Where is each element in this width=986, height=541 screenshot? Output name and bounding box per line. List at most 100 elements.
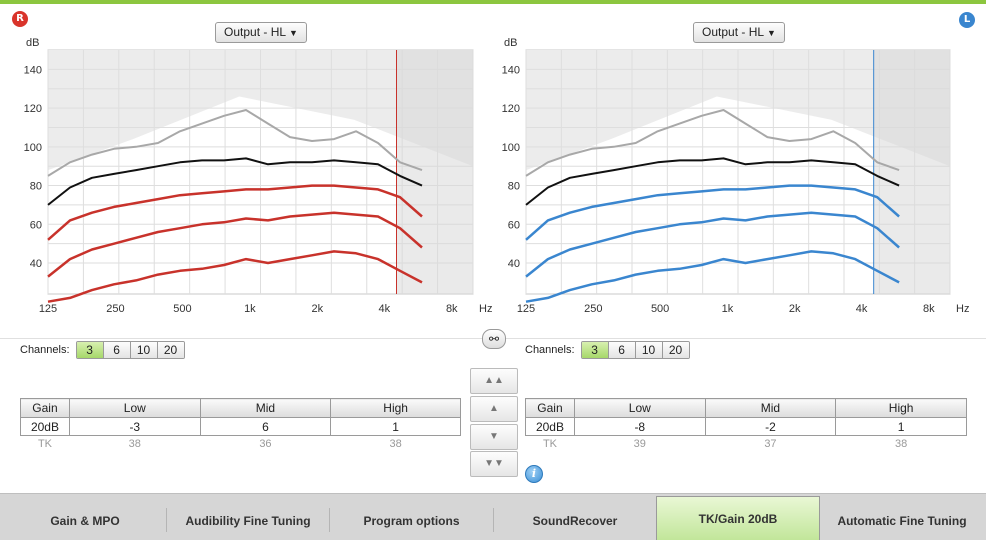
channel-option-20[interactable]: 20 — [156, 342, 184, 358]
y-tick-label: 80 — [30, 181, 42, 193]
mpo-curve — [47, 109, 423, 177]
chevron-down-icon: ▼ — [289, 28, 298, 38]
y-unit-label: dB — [26, 37, 39, 49]
tab-audibility-fine-tuning[interactable]: Audibility Fine Tuning — [167, 502, 329, 540]
decrease-button[interactable]: ▼ — [470, 424, 518, 450]
y-tick-label: 120 — [502, 103, 520, 115]
tab-separator — [166, 508, 167, 532]
channel-option-10[interactable]: 10 — [129, 342, 157, 358]
decrease-large-button[interactable]: ▼▼ — [470, 451, 518, 477]
low-gain-cell[interactable]: -8 — [573, 417, 706, 436]
x-tick-label: 500 — [651, 303, 669, 315]
low-tk-cell: 38 — [128, 438, 141, 450]
mid-header: Mid — [704, 398, 837, 418]
chevron-down-icon: ▼ — [767, 28, 776, 38]
y-tick-label: 100 — [502, 142, 520, 154]
low-tk-cell: 39 — [633, 438, 646, 450]
y-tick-label: 80 — [508, 181, 520, 193]
dropdown-label: Output - HL — [224, 25, 287, 39]
high-gain-cell[interactable]: 1 — [835, 417, 967, 436]
x-unit-label: Hz — [956, 303, 969, 315]
channel-segmented-control: 3 6 10 20 — [75, 341, 185, 359]
link-icon: ⚯ — [488, 332, 500, 346]
link-ears-button[interactable]: ⚯ — [482, 329, 506, 349]
mid-output-curve — [47, 184, 423, 241]
tab-automatic-fine-tuning[interactable]: Automatic Fine Tuning — [821, 502, 983, 540]
channel-option-6[interactable]: 6 — [607, 342, 635, 358]
channel-option-3[interactable]: 3 — [581, 342, 608, 358]
top-accent-bar — [0, 0, 986, 4]
bottom-tab-bar: Gain & MPO Audibility Fine Tuning Progra… — [0, 493, 986, 540]
x-tick-label: 4k — [856, 303, 868, 315]
right-gain-table: Gain Low Mid High 20dB -3 6 1 TK 38 36 3… — [20, 398, 461, 452]
left-output-dropdown[interactable]: Output - HL ▼ — [693, 22, 785, 43]
mid-gain-cell[interactable]: -2 — [704, 417, 837, 436]
y-tick-label: 40 — [508, 258, 520, 270]
quiet-output-curve — [525, 250, 900, 303]
tab-separator — [329, 508, 330, 532]
x-tick-label: 8k — [446, 303, 458, 315]
x-tick-label: 125 — [39, 303, 57, 315]
right-ear-curve-chart[interactable]: dB 140 120 100 80 60 40 125 250 500 1k 2k 4k 8k Hz — [0, 30, 493, 320]
info-icon[interactable]: i — [525, 465, 543, 483]
high-tk-cell: 38 — [895, 438, 908, 450]
x-tick-label: 500 — [173, 303, 191, 315]
increase-large-button[interactable]: ▲▲ — [470, 368, 518, 394]
right-ear-badge: R — [12, 11, 28, 27]
channel-option-3[interactable]: 3 — [76, 342, 103, 358]
channel-option-6[interactable]: 6 — [102, 342, 130, 358]
increase-button[interactable]: ▲ — [470, 396, 518, 422]
right-output-dropdown[interactable]: Output - HL ▼ — [215, 22, 307, 43]
channels-label: Channels: — [525, 344, 575, 356]
tab-label: Audibility Fine Tuning — [185, 514, 311, 528]
double-up-arrow-icon: ▲▲ — [484, 375, 504, 386]
channel-option-20[interactable]: 20 — [661, 342, 689, 358]
x-tick-label: 125 — [517, 303, 535, 315]
channel-option-10[interactable]: 10 — [634, 342, 662, 358]
high-tk-cell: 38 — [389, 438, 402, 450]
channels-label: Channels: — [20, 344, 70, 356]
low-header: Low — [68, 398, 201, 418]
mid-gain-cell[interactable]: 6 — [199, 417, 332, 436]
x-tick-label: 1k — [722, 303, 734, 315]
loud-output-curve — [47, 157, 423, 206]
tab-soundrecover[interactable]: SoundRecover — [494, 502, 656, 540]
tk-label: TK — [542, 438, 557, 450]
left-ear-badge: L — [959, 12, 975, 28]
extended-bandwidth-region — [873, 50, 950, 294]
right-channels-selector: Channels: 3 6 10 20 — [20, 341, 185, 359]
tab-label: Gain & MPO — [50, 514, 120, 528]
y-tick-label: 60 — [30, 219, 42, 231]
tab-label: Automatic Fine Tuning — [837, 514, 967, 528]
x-tick-label: 2k — [789, 303, 801, 315]
high-gain-cell[interactable]: 1 — [330, 417, 461, 436]
tab-label: TK/Gain 20dB — [698, 512, 778, 526]
y-unit-label: dB — [504, 37, 517, 49]
y-tick-label: 140 — [502, 64, 520, 76]
gain-level-cell: 20dB — [525, 417, 575, 436]
x-tick-label: 250 — [584, 303, 602, 315]
mid-output-curve — [525, 184, 900, 241]
gain-header: Gain — [20, 398, 70, 418]
low-gain-cell[interactable]: -3 — [68, 417, 201, 436]
x-tick-label: 1k — [244, 303, 256, 315]
left-channels-selector: Channels: 3 6 10 20 — [525, 341, 690, 359]
loud-output-curve — [525, 157, 900, 206]
double-down-arrow-icon: ▼▼ — [484, 458, 504, 469]
y-tick-label: 60 — [508, 219, 520, 231]
up-arrow-icon: ▲ — [489, 403, 499, 414]
x-tick-label: 4k — [379, 303, 391, 315]
channel-segmented-control: 3 6 10 20 — [580, 341, 690, 359]
high-header: High — [835, 398, 967, 418]
high-header: High — [330, 398, 461, 418]
tab-label: SoundRecover — [532, 514, 618, 528]
tab-tk-gain-20db[interactable]: TK/Gain 20dB — [656, 496, 820, 540]
mid-tk-cell: 36 — [259, 438, 272, 450]
low-header: Low — [573, 398, 706, 418]
tab-program-options[interactable]: Program options — [330, 502, 493, 540]
tab-separator — [493, 508, 494, 532]
soft-output-curve — [47, 211, 423, 278]
tab-gain-mpo[interactable]: Gain & MPO — [4, 502, 166, 540]
y-tick-label: 140 — [24, 64, 42, 76]
left-ear-curve-chart[interactable]: dB 140 120 100 80 60 40 125 250 500 1k 2k 4k 8k Hz — [478, 30, 978, 320]
